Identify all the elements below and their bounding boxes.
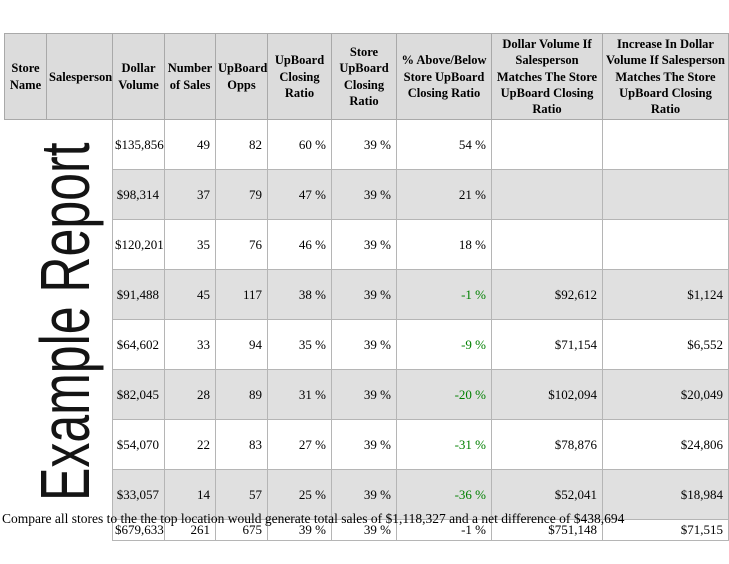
header-salesperson: Salesperson — [46, 32, 113, 121]
cell-pct-above-below: -36 % — [396, 469, 492, 521]
table-total-row: $679,633 261 675 39 % 39 % -1 % $751,148… — [5, 519, 729, 542]
cell-dollar-volume: $54,070 — [112, 419, 165, 471]
cell-dollar-volume: $135,856 — [112, 119, 165, 171]
cell-dollar-if-match — [491, 119, 603, 171]
table-row: $82,045 28 89 31 % 39 % -20 % $102,094 $… — [5, 369, 729, 421]
cell-number-of-sales: 35 — [164, 219, 216, 271]
total-pct-above-below: -1 % — [396, 519, 492, 542]
cell-pct-above-below: -1 % — [396, 269, 492, 321]
example-report-watermark: Example Report — [25, 142, 105, 502]
cell-upboard-closing-ratio: 60 % — [267, 119, 332, 171]
table-row: $91,488 45 117 38 % 39 % -1 % $92,612 $1… — [5, 269, 729, 321]
total-number-of-sales: 261 — [164, 519, 216, 542]
cell-upboard-opps: 94 — [215, 319, 268, 371]
cell-dollar-if-match: $78,876 — [491, 419, 603, 471]
cell-dollar-volume: $91,488 — [112, 269, 165, 321]
header-number-of-sales: Number of Sales — [164, 32, 216, 121]
cell-upboard-opps: 79 — [215, 169, 268, 221]
total-upboard-closing-ratio: 39 % — [267, 519, 332, 542]
cell-dollar-if-match: $102,094 — [491, 369, 603, 421]
cell-number-of-sales: 22 — [164, 419, 216, 471]
table-row: $135,856 49 82 60 % 39 % 54 % — [4, 119, 729, 541]
cell-pct-above-below: -9 % — [396, 319, 492, 371]
cell-store-ratio: 39 % — [331, 369, 397, 421]
cell-upboard-closing-ratio: 27 % — [267, 419, 332, 471]
total-dollar-volume: $679,633 — [112, 519, 165, 542]
cell-upboard-opps: 82 — [215, 119, 268, 171]
cell-increase-if-match — [602, 119, 729, 171]
cell-increase-if-match: $20,049 — [602, 369, 729, 421]
cell-dollar-volume: $64,602 — [112, 319, 165, 371]
cell-pct-above-below: 18 % — [396, 219, 492, 271]
table-header-row: Store Name Salesperson Dollar Volume Num… — [4, 32, 729, 121]
merged-store-salesperson-cell — [4, 119, 113, 541]
cell-increase-if-match — [602, 169, 729, 221]
header-increase-if-match: Increase In Dollar Volume If Salesperson… — [602, 32, 729, 121]
table-row: $54,070 22 83 27 % 39 % -31 % $78,876 $2… — [5, 419, 729, 471]
cell-store-ratio: 39 % — [331, 419, 397, 471]
cell-number-of-sales: 45 — [164, 269, 216, 321]
cell-upboard-closing-ratio: 35 % — [267, 319, 332, 371]
header-upboard-opps: UpBoard Opps — [215, 32, 268, 121]
upboard-report-table: Store Name Salesperson Dollar Volume Num… — [4, 32, 729, 542]
cell-number-of-sales: 28 — [164, 369, 216, 421]
cell-increase-if-match: $1,124 — [602, 269, 729, 321]
cell-pct-above-below: 21 % — [396, 169, 492, 221]
cell-upboard-opps: 117 — [215, 269, 268, 321]
cell-pct-above-below: 54 % — [396, 119, 492, 171]
cell-number-of-sales: 14 — [164, 469, 216, 521]
header-store-name: Store Name — [4, 32, 47, 121]
cell-number-of-sales: 49 — [164, 119, 216, 171]
cell-dollar-volume: $98,314 — [112, 169, 165, 221]
cell-dollar-if-match: $52,041 — [491, 469, 603, 521]
cell-pct-above-below: -31 % — [396, 419, 492, 471]
cell-upboard-closing-ratio: 47 % — [267, 169, 332, 221]
cell-dollar-volume: $82,045 — [112, 369, 165, 421]
cell-increase-if-match: $6,552 — [602, 319, 729, 371]
cell-dollar-volume: $120,201 — [112, 219, 165, 271]
cell-upboard-closing-ratio: 46 % — [267, 219, 332, 271]
cell-store-ratio: 39 % — [331, 219, 397, 271]
cell-store-ratio: 39 % — [331, 319, 397, 371]
total-dollar-if-match: $751,148 — [491, 519, 603, 542]
total-increase-if-match: $71,515 — [602, 519, 729, 542]
table-row: $120,201 35 76 46 % 39 % 18 % — [5, 219, 729, 271]
cell-increase-if-match: $18,984 — [602, 469, 729, 521]
cell-upboard-closing-ratio: 38 % — [267, 269, 332, 321]
cell-upboard-opps: 83 — [215, 419, 268, 471]
cell-store-ratio: 39 % — [331, 169, 397, 221]
header-upboard-closing-ratio: UpBoard Closing Ratio — [267, 32, 332, 121]
cell-upboard-opps: 89 — [215, 369, 268, 421]
cell-increase-if-match: $24,806 — [602, 419, 729, 471]
total-store-ratio: 39 % — [331, 519, 397, 542]
comparison-footnote: Compare all stores to the the top locati… — [2, 511, 625, 526]
table-row: $33,057 14 57 25 % 39 % -36 % $52,041 $1… — [5, 469, 729, 521]
table-row: $64,602 33 94 35 % 39 % -9 % $71,154 $6,… — [5, 319, 729, 371]
cell-store-ratio: 39 % — [331, 269, 397, 321]
cell-dollar-if-match — [491, 169, 603, 221]
cell-pct-above-below: -20 % — [396, 369, 492, 421]
cell-upboard-opps: 76 — [215, 219, 268, 271]
cell-dollar-if-match — [491, 219, 603, 271]
header-pct-above-below: % Above/Below Store UpBoard Closing Rati… — [396, 32, 492, 121]
cell-increase-if-match — [602, 219, 729, 271]
cell-dollar-if-match: $71,154 — [491, 319, 603, 371]
cell-upboard-opps: 57 — [215, 469, 268, 521]
cell-store-ratio: 39 % — [331, 119, 397, 171]
header-store-upboard-closing-ratio: Store UpBoard Closing Ratio — [331, 32, 397, 121]
header-dollar-volume-if-match: Dollar Volume If Salesperson Matches The… — [491, 32, 603, 121]
cell-dollar-if-match: $92,612 — [491, 269, 603, 321]
cell-number-of-sales: 33 — [164, 319, 216, 371]
cell-upboard-closing-ratio: 25 % — [267, 469, 332, 521]
table-row: $98,314 37 79 47 % 39 % 21 % — [5, 169, 729, 221]
header-dollar-volume: Dollar Volume — [112, 32, 165, 121]
cell-upboard-closing-ratio: 31 % — [267, 369, 332, 421]
cell-store-ratio: 39 % — [331, 469, 397, 521]
cell-number-of-sales: 37 — [164, 169, 216, 221]
total-upboard-opps: 675 — [215, 519, 268, 542]
